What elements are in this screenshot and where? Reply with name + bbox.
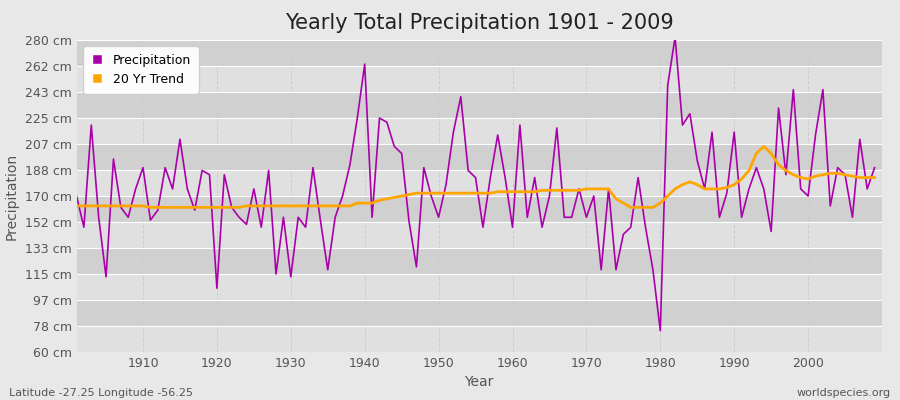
Bar <box>76 92 882 118</box>
20 Yr Trend <box>515 189 526 194</box>
Precipitation <box>500 175 510 180</box>
Bar <box>76 66 882 92</box>
Bar <box>76 300 882 326</box>
20 Yr Trend <box>130 204 141 208</box>
20 Yr Trend <box>345 204 356 208</box>
Legend: Precipitation, 20 Yr Trend: Precipitation, 20 Yr Trend <box>83 46 199 94</box>
Precipitation <box>292 215 303 220</box>
20 Yr Trend <box>869 175 880 180</box>
Precipitation <box>596 267 607 272</box>
20 Yr Trend <box>759 144 769 149</box>
Bar <box>76 170 882 196</box>
Text: worldspecies.org: worldspecies.org <box>796 388 891 398</box>
X-axis label: Year: Year <box>464 376 494 390</box>
20 Yr Trend <box>145 205 156 210</box>
Bar <box>76 196 882 222</box>
20 Yr Trend <box>71 204 82 208</box>
Precipitation <box>670 35 680 40</box>
Bar <box>76 144 882 170</box>
20 Yr Trend <box>603 186 614 191</box>
Line: Precipitation: Precipitation <box>76 37 875 331</box>
Bar <box>76 40 882 66</box>
Bar <box>76 118 882 144</box>
Bar <box>76 222 882 248</box>
Bar <box>76 274 882 300</box>
Precipitation <box>869 165 880 170</box>
20 Yr Trend <box>507 189 517 194</box>
Bar <box>76 248 882 274</box>
Precipitation <box>130 186 141 191</box>
Title: Yearly Total Precipitation 1901 - 2009: Yearly Total Precipitation 1901 - 2009 <box>285 13 673 33</box>
20 Yr Trend <box>301 204 311 208</box>
Precipitation <box>655 328 666 333</box>
Bar <box>76 326 882 352</box>
Precipitation <box>338 194 348 198</box>
Line: 20 Yr Trend: 20 Yr Trend <box>76 146 875 207</box>
Precipitation <box>507 225 517 230</box>
Text: Latitude -27.25 Longitude -56.25: Latitude -27.25 Longitude -56.25 <box>9 388 193 398</box>
Precipitation <box>71 194 82 198</box>
Y-axis label: Precipitation: Precipitation <box>5 152 19 240</box>
